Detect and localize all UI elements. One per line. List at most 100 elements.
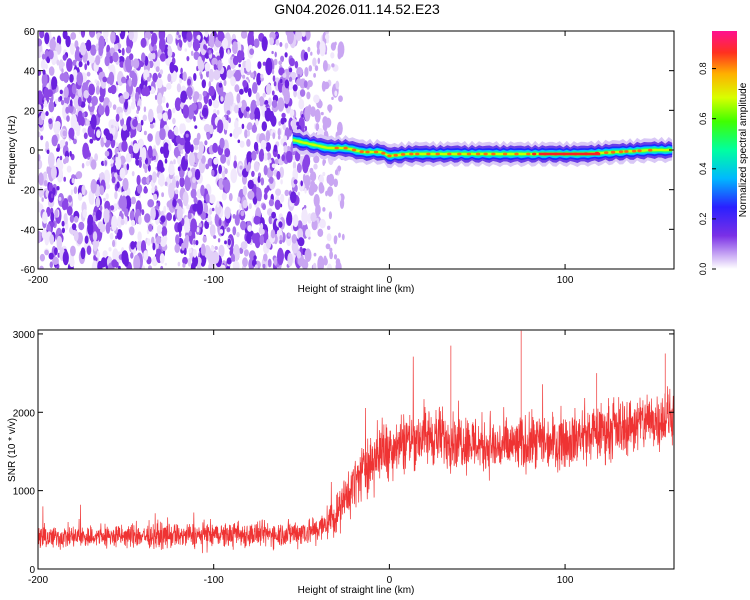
noise-blob <box>85 39 92 52</box>
noise-blob <box>41 53 46 60</box>
noise-blob <box>317 57 321 64</box>
noise-blob <box>260 177 265 186</box>
noise-blob <box>112 248 119 263</box>
noise-blob <box>337 121 343 136</box>
noise-blob <box>290 191 297 204</box>
noise-blob <box>90 159 97 170</box>
noise-blob <box>152 242 156 251</box>
noise-blob <box>111 215 118 232</box>
ridge-peak <box>457 152 462 156</box>
spectrogram-y-label: Frequency (Hz) <box>7 116 18 185</box>
noise-blob <box>153 155 156 160</box>
noise-blob <box>71 223 77 231</box>
noise-blob <box>242 80 248 88</box>
noise-blob <box>315 123 320 131</box>
noise-blob <box>49 38 56 51</box>
noise-blob <box>247 129 251 137</box>
noise-blob <box>289 108 295 118</box>
ridge-peak <box>435 152 440 156</box>
noise-blob <box>243 109 248 119</box>
colorbar-tick-label: 0.4 <box>698 163 708 176</box>
noise-blob <box>131 72 138 88</box>
ridge-peak <box>604 151 609 155</box>
noise-blob <box>333 236 338 245</box>
noise-blob <box>61 200 67 211</box>
noise-blob <box>280 193 285 203</box>
noise-blob <box>197 56 203 69</box>
noise-blob <box>125 46 132 54</box>
noise-blob <box>202 90 207 97</box>
noise-blob <box>118 265 121 269</box>
noise-blob <box>295 31 302 42</box>
noise-blob <box>212 99 220 109</box>
noise-blob <box>116 229 123 240</box>
noise-blob <box>125 60 133 73</box>
noise-blob <box>104 150 110 157</box>
noise-blob <box>263 107 267 111</box>
noise-blob <box>240 31 248 39</box>
noise-blob <box>39 265 44 269</box>
noise-blob <box>81 184 86 196</box>
noise-blob <box>111 119 116 125</box>
noise-blob <box>234 120 239 130</box>
noise-blob <box>168 163 175 176</box>
noise-blob <box>329 247 333 252</box>
noise-blob <box>266 152 272 161</box>
noise-blob <box>297 191 301 196</box>
noise-blob <box>206 131 211 140</box>
noise-blob <box>306 91 311 100</box>
noise-blob <box>271 99 278 108</box>
noise-blob <box>71 84 77 95</box>
noise-blob <box>274 199 281 210</box>
snr-frame <box>37 329 675 570</box>
noise-blob <box>284 79 290 89</box>
noise-blob <box>278 67 285 76</box>
noise-blob <box>143 106 147 113</box>
noise-blob <box>113 203 118 211</box>
noise-blob <box>226 266 231 269</box>
noise-blob <box>63 86 69 98</box>
noise-blob <box>159 253 165 264</box>
noise-blob <box>196 226 200 233</box>
noise-blob <box>245 58 252 72</box>
noise-blob <box>73 215 79 223</box>
noise-blob <box>288 67 293 73</box>
noise-blob <box>298 99 305 110</box>
noise-blob <box>143 86 150 97</box>
noise-blob <box>287 31 294 45</box>
noise-blob <box>246 233 252 244</box>
noise-blob <box>141 52 146 63</box>
noise-blob <box>313 252 317 257</box>
noise-blob <box>81 162 85 169</box>
spectrogram-x-tick-label: -200 <box>28 275 48 286</box>
noise-blob <box>78 221 85 231</box>
noise-blob <box>274 51 277 58</box>
noise-blob <box>316 48 320 55</box>
noise-blob <box>94 79 98 84</box>
noise-blob <box>197 151 203 160</box>
noise-blob <box>94 153 98 162</box>
noise-blob <box>192 254 199 267</box>
noise-blob <box>110 163 114 167</box>
noise-blob <box>242 199 248 209</box>
noise-blob <box>286 211 293 226</box>
noise-blob <box>38 104 42 111</box>
noise-blob <box>239 88 244 95</box>
noise-blob <box>44 32 50 45</box>
noise-blob <box>292 84 298 92</box>
ridge-peak <box>351 148 357 152</box>
noise-blob <box>58 59 64 72</box>
colorbar-tick-label: 0.0 <box>698 263 708 276</box>
noise-blob <box>48 118 53 125</box>
spectrogram-x-label: Height of straight line (km) <box>298 284 415 295</box>
noise-blob <box>284 42 289 49</box>
noise-blob <box>273 144 278 152</box>
noise-blob <box>38 154 41 162</box>
noise-blob <box>211 57 218 67</box>
noise-blob <box>313 155 320 164</box>
noise-blob <box>124 216 128 225</box>
noise-blob <box>271 50 274 55</box>
noise-blob <box>130 101 136 110</box>
noise-blob <box>193 239 196 245</box>
